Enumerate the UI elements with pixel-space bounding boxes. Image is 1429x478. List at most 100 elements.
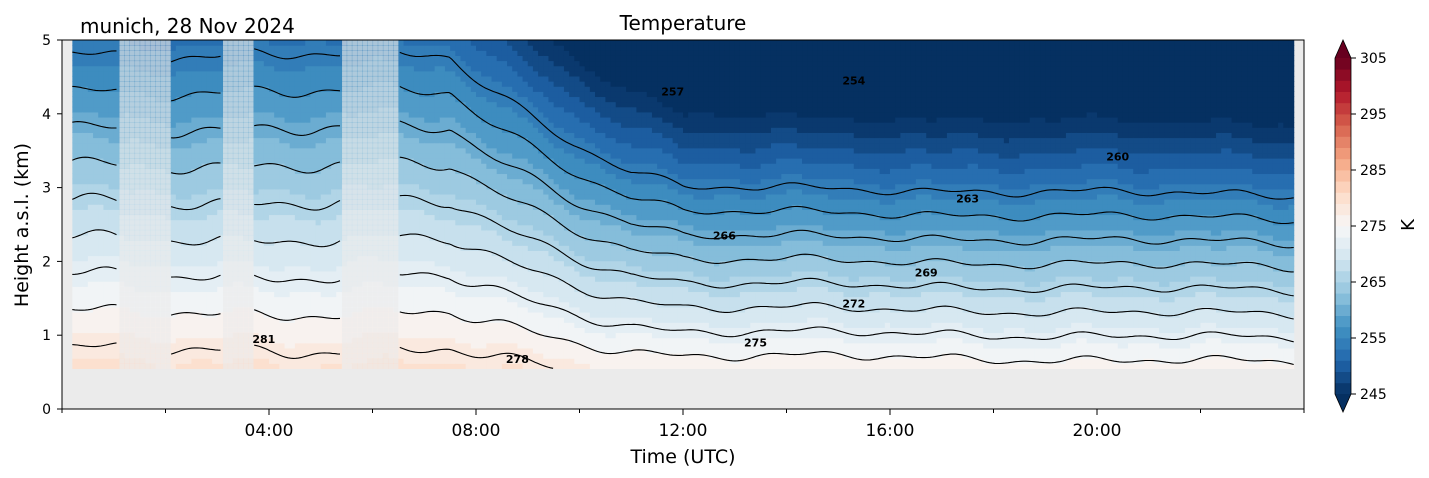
field-cell [212,358,218,364]
field-cell [476,353,482,359]
field-cell [367,173,374,180]
field-cell [300,81,306,87]
field-cell [212,106,218,113]
field-cell [320,199,327,205]
field-cell [155,60,161,67]
field-cell [450,209,456,216]
field-cell [232,111,239,118]
field-cell [403,65,410,72]
field-cell [294,306,301,313]
field-cell [206,337,213,344]
field-cell [217,250,224,257]
field-cell [289,281,296,287]
field-cell [320,245,327,251]
field-cell [362,358,368,364]
field-cell [144,286,151,293]
field-cell [206,193,213,200]
field-cell [139,199,146,205]
field-cell [253,199,260,205]
field-cell [346,158,353,164]
field-cell [144,209,151,216]
field-cell [382,301,389,308]
field-cell [465,327,472,334]
field-cell [227,234,234,241]
field-cell [429,106,436,113]
field-cell [388,229,394,236]
field-cell [382,132,389,139]
field-cell [165,291,172,298]
field-cell [439,50,446,56]
field-cell [393,204,399,210]
field-cell [315,332,322,339]
field-cell [108,96,115,103]
field-cell [315,291,322,298]
field-cell [377,188,384,195]
field-cell [279,296,286,303]
field-cell [191,60,198,67]
field-cell [310,193,317,200]
field-cell [108,286,115,293]
field-cell [325,91,332,98]
field-cell [269,45,275,51]
field-cell [139,317,146,323]
field-cell [160,265,167,272]
field-cell [320,219,327,226]
field-cell [320,152,327,159]
field-cell [315,317,322,323]
field-cell [367,291,374,298]
field-cell [165,209,172,216]
field-cell [455,214,462,221]
field-cell [362,163,368,169]
field-cell [439,234,446,241]
field-cell [77,81,84,87]
field-cell [144,240,151,246]
field-cell [186,219,192,226]
field-cell [382,281,389,287]
field-cell [82,250,89,257]
field-cell [460,306,467,313]
field-cell [129,342,136,349]
field-cell [98,337,104,344]
field-cell [439,270,446,277]
field-cell [393,255,399,262]
field-cell [222,132,229,139]
field-cell [315,40,322,46]
field-cell [356,122,363,128]
field-cell [356,327,363,334]
field-cell [460,260,467,267]
field-cell [93,96,99,103]
field-cell [367,86,374,92]
field-cell [367,363,374,370]
field-cell [356,240,363,246]
field-cell [470,347,477,354]
field-cell [139,147,146,154]
field-cell [325,50,332,56]
field-cell [232,276,239,282]
field-cell [408,168,415,175]
field-cell [455,301,462,308]
field-cell [274,147,280,154]
field-cell [274,45,280,51]
field-cell [455,260,462,267]
field-cell [403,363,410,370]
field-cell [206,183,213,190]
field-cell [118,311,125,318]
field-cell [377,296,384,303]
field-cell [103,209,110,216]
field-cell [315,322,322,328]
field-cell [108,317,115,323]
field-cell [201,322,208,328]
field-cell [393,106,399,113]
field-cell [398,91,405,98]
field-cell [222,281,229,287]
field-cell [315,86,322,92]
field-cell [191,152,198,159]
field-cell [377,286,384,293]
field-cell [377,116,384,123]
field-cell [196,234,203,241]
field-cell [149,60,156,67]
field-cell [269,199,275,205]
field-cell [263,70,270,77]
field-cell [201,209,208,216]
field-cell [113,240,120,246]
